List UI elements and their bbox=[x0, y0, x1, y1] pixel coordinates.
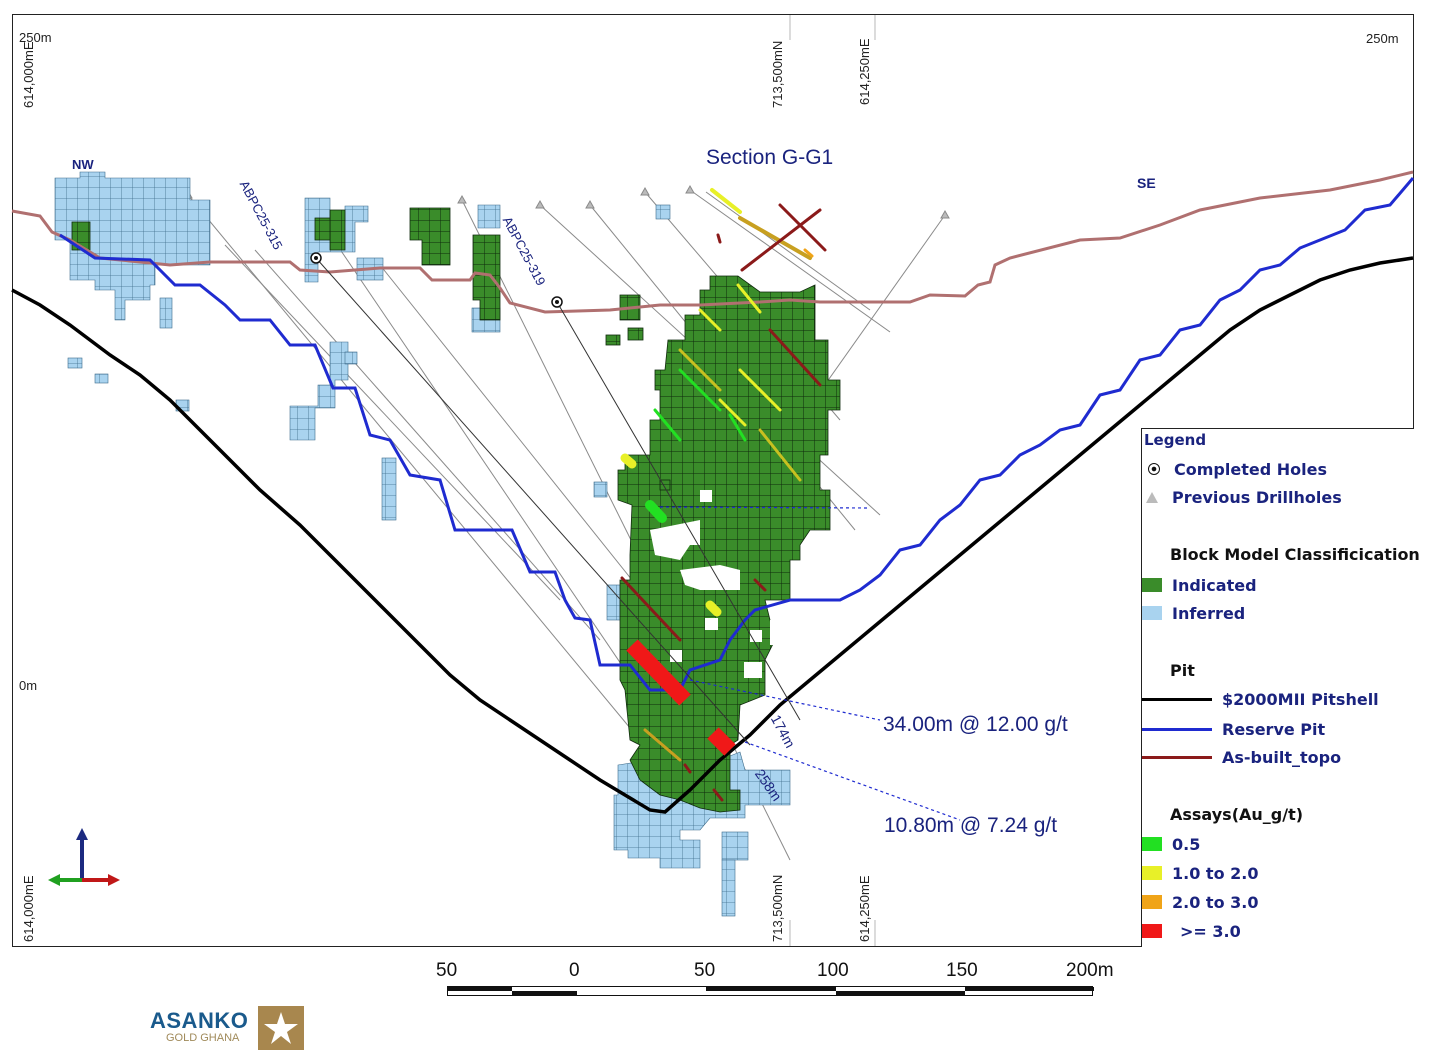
scale-label-1: 50 bbox=[436, 960, 458, 981]
triangle-icon bbox=[1146, 491, 1158, 503]
legend-inferred: Inferred bbox=[1142, 603, 1245, 623]
grid-lines bbox=[789, 15, 876, 946]
pitshell-swatch bbox=[1142, 697, 1212, 701]
legend-pitshell: $2000MII Pitshell bbox=[1142, 689, 1379, 709]
star-icon bbox=[258, 1006, 304, 1050]
assay-3-swatch bbox=[1142, 924, 1162, 938]
direction-nw: NW bbox=[72, 157, 94, 172]
grid-label-bottom-3: 614,250mE bbox=[857, 875, 872, 943]
reserve-pit-swatch bbox=[1142, 727, 1212, 731]
unclassified-gaps bbox=[650, 490, 782, 678]
legend-assay-3: >= 3.0 bbox=[1142, 921, 1241, 941]
orientation-axes-icon bbox=[48, 828, 120, 886]
indicated-blocks bbox=[71, 207, 841, 813]
grid-label-top-3: 614,250mE bbox=[857, 38, 872, 106]
grid-label-bottom-2: 713,500mN bbox=[770, 874, 785, 942]
legend-panel: Legend Completed Holes Previous Drillhol… bbox=[1141, 428, 1420, 947]
direction-se: SE bbox=[1137, 175, 1156, 191]
grid-label-bottom-1: 614,000mE bbox=[21, 875, 36, 943]
legend-as-built: As-built_topo bbox=[1142, 747, 1341, 767]
scale-label-3: 50 bbox=[694, 960, 716, 981]
assay-1-2-swatch bbox=[1142, 866, 1162, 880]
as-built-swatch bbox=[1142, 755, 1212, 759]
inferred-swatch bbox=[1142, 606, 1162, 620]
completed-hole-icon bbox=[1148, 463, 1160, 475]
completed-hole-collars bbox=[310, 252, 563, 308]
indicated-swatch bbox=[1142, 578, 1162, 592]
legend-pit-heading: Pit bbox=[1170, 661, 1195, 680]
logo-subtitle: GOLD GHANA bbox=[166, 1032, 240, 1044]
section-title: Section G-G1 bbox=[706, 146, 834, 169]
legend-previous-drillholes: Previous Drillholes bbox=[1146, 487, 1342, 507]
grid-label-top-2: 713,500mN bbox=[770, 40, 785, 108]
as-built-topo-line bbox=[11, 170, 1414, 314]
scale-bar bbox=[447, 986, 1094, 996]
legend-assay-2-3: 2.0 to 3.0 bbox=[1142, 892, 1258, 912]
legend-completed-holes: Completed Holes bbox=[1146, 459, 1327, 479]
legend-assay-05: 0.5 bbox=[1142, 834, 1200, 854]
assay-05-swatch bbox=[1142, 837, 1162, 851]
assay-intervals bbox=[620, 188, 827, 802]
scale-label-2: 0 bbox=[569, 960, 580, 981]
scale-label-6: 200m bbox=[1066, 960, 1114, 981]
elevation-label-top-left: 250m bbox=[19, 30, 52, 45]
reserve-pit-line bbox=[59, 177, 1415, 692]
intercept-leaders bbox=[659, 506, 961, 821]
elevation-label-top-right: 250m bbox=[1366, 31, 1399, 46]
legend-title: Legend bbox=[1144, 431, 1207, 449]
pitshell-line bbox=[11, 256, 1414, 814]
assay-2-3-swatch bbox=[1142, 895, 1162, 909]
completed-hole-traces bbox=[315, 257, 801, 746]
legend-assays-heading: Assays(Au_g/t) bbox=[1170, 805, 1304, 824]
intercept-label-1: 34.00m @ 12.00 g/t bbox=[883, 713, 1068, 736]
legend-indicated: Indicated bbox=[1142, 575, 1257, 595]
intercept-label-2: 10.80m @ 7.24 g/t bbox=[884, 814, 1058, 837]
scale-label-5: 150 bbox=[946, 960, 978, 981]
legend-block-model-heading: Block Model Classificication bbox=[1170, 545, 1420, 564]
elevation-label-middle-left: 0m bbox=[19, 678, 38, 693]
grid-label-top-1: 614,000mE bbox=[21, 41, 36, 109]
scale-label-4: 100 bbox=[817, 960, 849, 981]
legend-assay-1-2: 1.0 to 2.0 bbox=[1142, 863, 1258, 883]
legend-reserve-pit: Reserve Pit bbox=[1142, 719, 1325, 739]
logo-name: ASANKO bbox=[150, 1008, 249, 1033]
